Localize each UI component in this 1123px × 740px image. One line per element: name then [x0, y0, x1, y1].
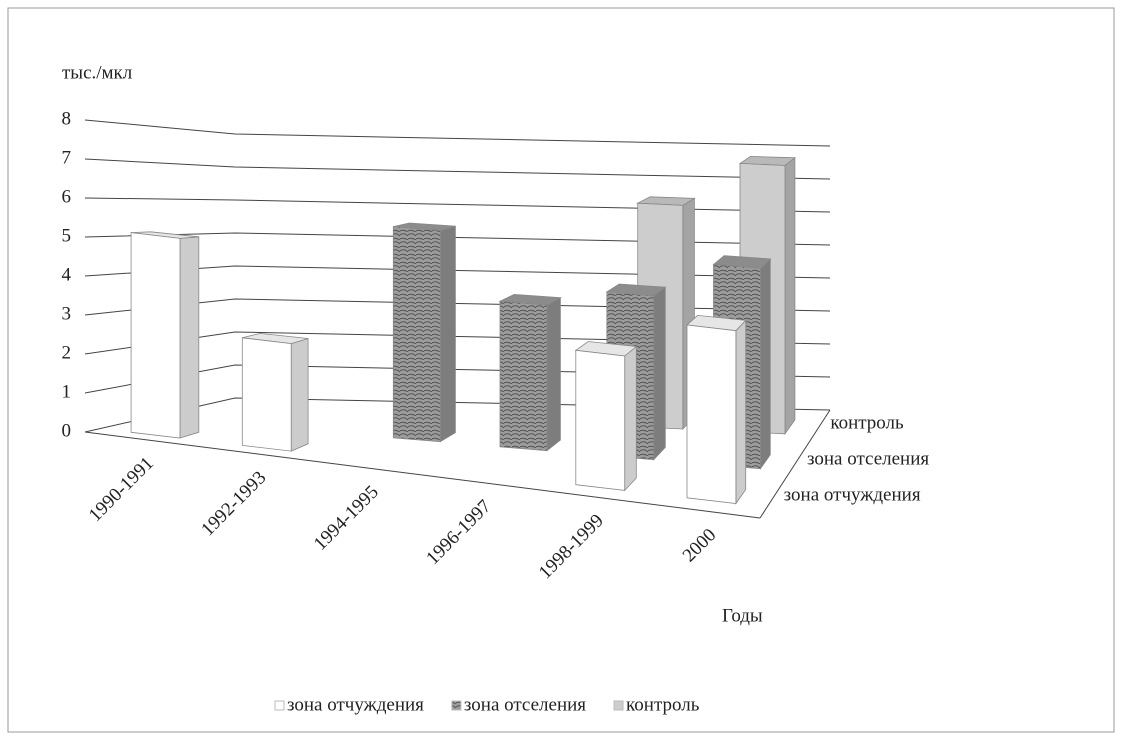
bar-side [760, 257, 771, 470]
grid-line [84, 158, 831, 180]
y-tick-label: 7 [62, 147, 72, 168]
bar-side [290, 337, 309, 452]
legend-label: контроль [626, 694, 700, 715]
y-tick-label: 2 [62, 342, 72, 363]
y-tick-label: 3 [62, 303, 72, 324]
x-axis-label: Годы [722, 605, 763, 626]
legend-label: зона отчуждения [287, 694, 424, 715]
bar-side [735, 319, 747, 505]
bar-side [624, 345, 637, 492]
bar [605, 283, 667, 461]
bar-side [784, 156, 796, 436]
bar-front [130, 232, 181, 439]
grid-line [84, 119, 831, 147]
bar-front [241, 337, 292, 452]
bar-front [575, 349, 626, 491]
legend-swatch [451, 700, 462, 711]
bar [686, 314, 747, 505]
y-axis-label: тыс./мкл [62, 62, 133, 83]
bar-side [179, 236, 200, 439]
y-tick-label: 1 [62, 381, 72, 402]
depth-tick-label: зона отселения [807, 448, 929, 469]
bar [130, 231, 200, 439]
y-tick-label: 4 [62, 264, 72, 285]
y-tick-label: 8 [62, 108, 72, 129]
depth-tick-label: зона отчуждения [784, 484, 921, 505]
legend-label: зона отселения [464, 694, 586, 715]
bar-side [546, 297, 561, 452]
floor-edge [84, 431, 761, 519]
bar [241, 332, 309, 452]
grid-line [84, 197, 831, 213]
bar [574, 341, 638, 492]
bar-front [392, 226, 441, 443]
y-tick-label: 6 [62, 186, 72, 207]
legend-swatch [613, 700, 624, 711]
bar-front [686, 324, 737, 504]
y-tick-label: 5 [62, 225, 72, 246]
bar [498, 293, 562, 452]
depth-tick-label: контроль [830, 412, 904, 433]
bar [392, 222, 456, 443]
floor-edge [759, 409, 831, 519]
bar-front [499, 300, 548, 452]
bar-side [653, 286, 666, 461]
legend-swatch [274, 700, 285, 711]
bar-side [439, 225, 456, 443]
y-tick-label: 0 [62, 420, 72, 441]
